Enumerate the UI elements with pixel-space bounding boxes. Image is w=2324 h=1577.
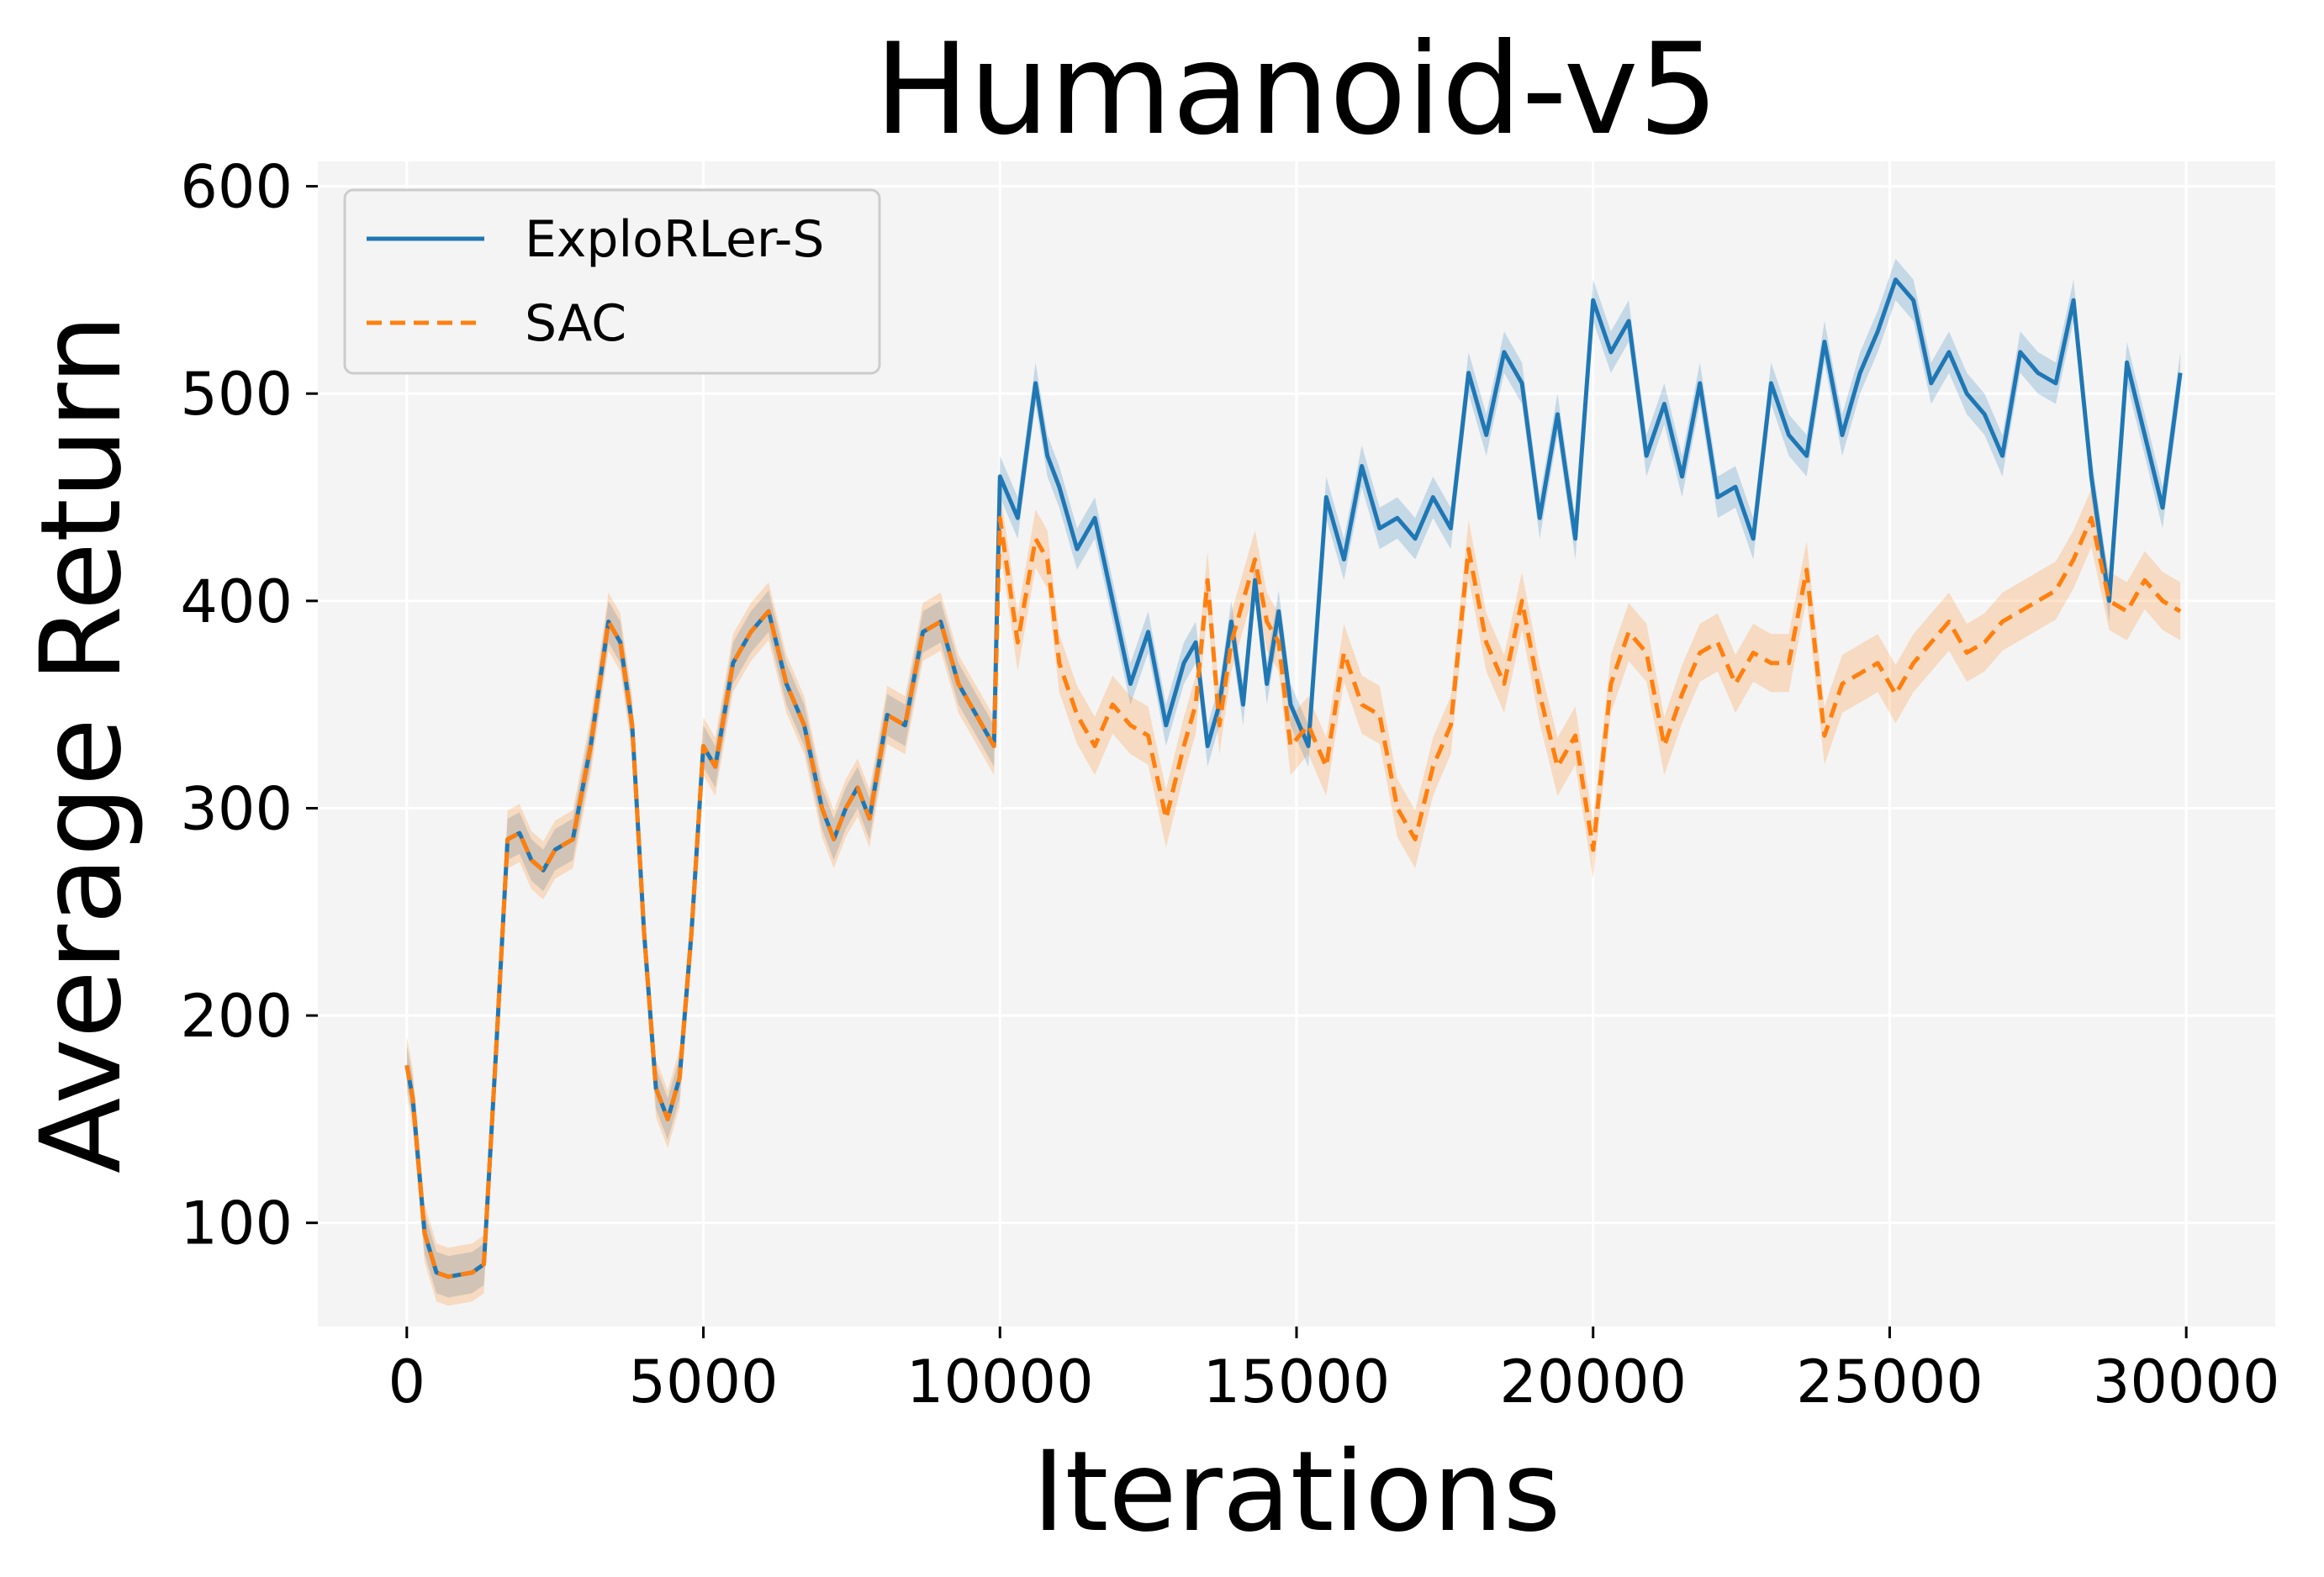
- x-tick-label-1: 5000: [628, 1348, 778, 1416]
- x-axis-label: Iterations: [1033, 1427, 1561, 1557]
- chart-title: Humanoid-v5: [874, 17, 1719, 163]
- legend-box: [343, 188, 881, 375]
- x-tick-label-4: 20000: [1499, 1348, 1687, 1416]
- series-line-sac: [404, 515, 2182, 1279]
- y-tick-label-5: 600: [180, 153, 293, 222]
- y-tick-label-0: 100: [180, 1189, 293, 1258]
- grid: [318, 161, 2275, 1326]
- x-tick-label-2: 10000: [906, 1348, 1094, 1416]
- band-sac: [406, 488, 2181, 1306]
- axes: 0 5000 10000 15000 20000 25000 30000 100 200 300 4…: [180, 153, 2279, 1416]
- y-tick-label-3: 400: [180, 567, 293, 636]
- legend-label-explorler-s: ExploRLer-S: [525, 210, 824, 269]
- x-tick-label-6: 30000: [2093, 1348, 2280, 1416]
- y-tick-label-2: 300: [180, 774, 293, 843]
- legend-label-sac: SAC: [525, 294, 626, 353]
- y-axis-label: Average Return: [17, 314, 146, 1174]
- plot-content: [404, 258, 2183, 1306]
- series-line-explorler-s: [404, 277, 2183, 1279]
- x-tick-label-3: 15000: [1203, 1348, 1391, 1416]
- x-tick-label-5: 25000: [1796, 1348, 1983, 1416]
- x-tick-label-0: 0: [388, 1348, 426, 1416]
- legend: ExploRLer-S SAC: [343, 188, 881, 375]
- y-tick-label-1: 200: [180, 982, 293, 1051]
- y-tick-label-4: 500: [180, 360, 293, 429]
